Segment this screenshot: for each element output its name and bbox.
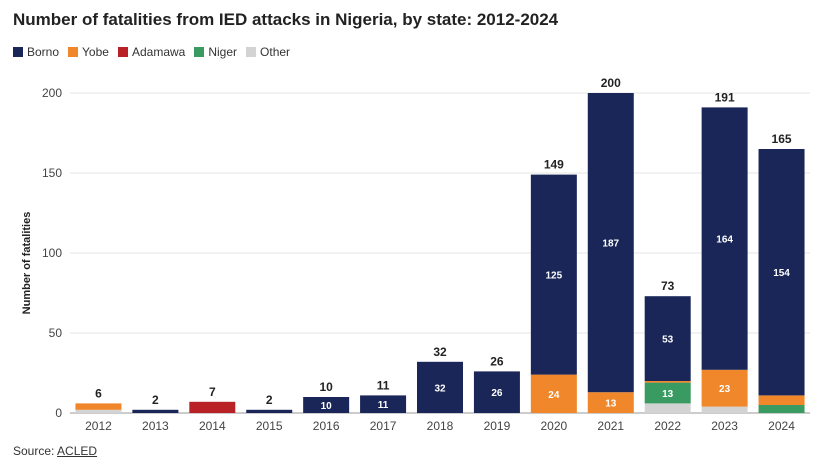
x-tick-label: 2014 bbox=[199, 419, 226, 433]
legend-swatch-borno bbox=[13, 47, 23, 57]
y-tick-label: 100 bbox=[42, 246, 62, 260]
bar-segment-yobe bbox=[758, 395, 805, 405]
bar-segment-borno bbox=[701, 107, 748, 370]
bar-total-label: 6 bbox=[95, 386, 102, 400]
bar-segment-borno bbox=[132, 409, 179, 413]
bar-segment-other bbox=[75, 409, 122, 413]
legend-item-adamawa: Adamawa bbox=[117, 45, 186, 59]
bar-total-label: 26 bbox=[490, 354, 504, 368]
bar-segment-niger bbox=[644, 382, 691, 404]
bar-total-label: 149 bbox=[544, 158, 564, 172]
bar-segment-other bbox=[701, 406, 748, 413]
bar-segment-label: 11 bbox=[378, 400, 389, 411]
bar-total-label: 10 bbox=[319, 380, 333, 394]
bar-segment-borno bbox=[303, 397, 350, 413]
x-tick-label: 2023 bbox=[711, 419, 738, 433]
bar-segment-label: 24 bbox=[548, 390, 560, 401]
x-tick-label: 2013 bbox=[142, 419, 169, 433]
bar-segment-label: 26 bbox=[491, 388, 503, 399]
source-note: Source: ACLED bbox=[13, 444, 97, 458]
y-tick-label: 200 bbox=[42, 86, 62, 100]
bar-segment-label: 13 bbox=[605, 399, 617, 410]
y-tick-label: 50 bbox=[49, 326, 63, 340]
bar-total-label: 191 bbox=[715, 90, 735, 104]
bar-segment-label: 32 bbox=[434, 383, 446, 394]
legend-swatch-adamawa bbox=[117, 47, 128, 57]
bars: 6 2 7 2 10 11 32 26 149 200 73 191 165 10 11 32 26 125 24 1… bbox=[75, 76, 805, 413]
y-tick-label: 0 bbox=[55, 406, 62, 420]
x-tick-label: 2020 bbox=[540, 419, 567, 433]
bar-total-label: 7 bbox=[209, 385, 216, 399]
bar-segment-yobe bbox=[75, 403, 122, 410]
bar-segment-borno bbox=[417, 361, 463, 413]
bar-total-label: 2 bbox=[152, 393, 159, 407]
legend-label-niger: Niger bbox=[208, 45, 238, 59]
bar-segment-borno bbox=[758, 149, 805, 396]
bar-total-label: 2 bbox=[266, 393, 273, 407]
x-tick-label: 2016 bbox=[313, 419, 340, 433]
x-tick-label: 2024 bbox=[768, 419, 795, 433]
bar-segment-label: 53 bbox=[662, 335, 674, 346]
legend: Borno Yobe Adamawa Niger Other bbox=[13, 45, 290, 59]
bar-total-label: 32 bbox=[433, 345, 447, 359]
legend-label-yobe: Yobe bbox=[82, 45, 109, 59]
x-axis-ticks: 2012 2013 2014 2015 2016 2017 2018 2019 2020 2021… bbox=[85, 419, 795, 433]
legend-label-borno: Borno bbox=[27, 45, 60, 59]
bar-segment-label: 125 bbox=[546, 271, 563, 282]
legend-label-adamawa: Adamawa bbox=[131, 45, 186, 59]
legend-swatch-other bbox=[246, 47, 257, 57]
bar-segment-label: 13 bbox=[662, 389, 674, 400]
y-axis-label: Number of fatalities bbox=[21, 212, 33, 315]
legend-item-yobe: Yobe bbox=[68, 45, 109, 59]
source-link[interactable]: ACLED bbox=[57, 444, 98, 458]
bar-segment-borno bbox=[587, 93, 634, 393]
legend-item-niger: Niger bbox=[194, 45, 237, 59]
bar-total-label: 165 bbox=[772, 132, 792, 146]
bar-segment-label: 23 bbox=[719, 384, 731, 395]
y-axis-ticks: 0 50 100 150 200 bbox=[42, 86, 62, 420]
bar-segment-borno bbox=[246, 409, 293, 413]
legend-swatch-niger bbox=[194, 47, 205, 57]
legend-label-other: Other bbox=[260, 45, 291, 59]
bar-segment-borno bbox=[473, 371, 520, 413]
x-tick-label: 2019 bbox=[484, 419, 511, 433]
bar-total-label: 11 bbox=[377, 378, 390, 392]
legend-item-other: Other bbox=[246, 45, 290, 59]
bar-segment-yobe bbox=[644, 381, 691, 383]
bar-segment-adamawa bbox=[189, 401, 236, 413]
x-tick-label: 2018 bbox=[427, 419, 454, 433]
bar-segment-label: 187 bbox=[602, 239, 619, 250]
bar-segment-yobe bbox=[587, 392, 634, 413]
bar-segment-yobe bbox=[701, 369, 748, 407]
bar-segment-yobe bbox=[530, 374, 577, 413]
x-tick-label: 2021 bbox=[597, 419, 624, 433]
bar-segment-label: 154 bbox=[773, 268, 790, 279]
bar-segment-borno bbox=[360, 395, 407, 413]
bar-segment-borno bbox=[530, 174, 577, 375]
y-tick-label: 150 bbox=[42, 166, 62, 180]
bar-segment-label: 10 bbox=[321, 401, 333, 412]
chart-title: Number of fatalities from IED attacks in… bbox=[13, 10, 559, 29]
bar-segment-other bbox=[644, 403, 691, 413]
bar-segment-label: 164 bbox=[716, 235, 733, 246]
bar-total-label: 200 bbox=[601, 76, 621, 90]
x-tick-label: 2015 bbox=[256, 419, 283, 433]
x-tick-label: 2017 bbox=[370, 419, 397, 433]
bar-total-label: 73 bbox=[661, 279, 675, 293]
bar-segment-niger bbox=[758, 405, 805, 413]
legend-item-borno: Borno bbox=[13, 45, 59, 59]
legend-swatch-yobe bbox=[68, 47, 79, 57]
x-tick-label: 2022 bbox=[654, 419, 681, 433]
bar-segment-borno bbox=[644, 296, 691, 381]
source-prefix: Source: bbox=[13, 444, 58, 458]
x-tick-label: 2012 bbox=[85, 419, 112, 433]
